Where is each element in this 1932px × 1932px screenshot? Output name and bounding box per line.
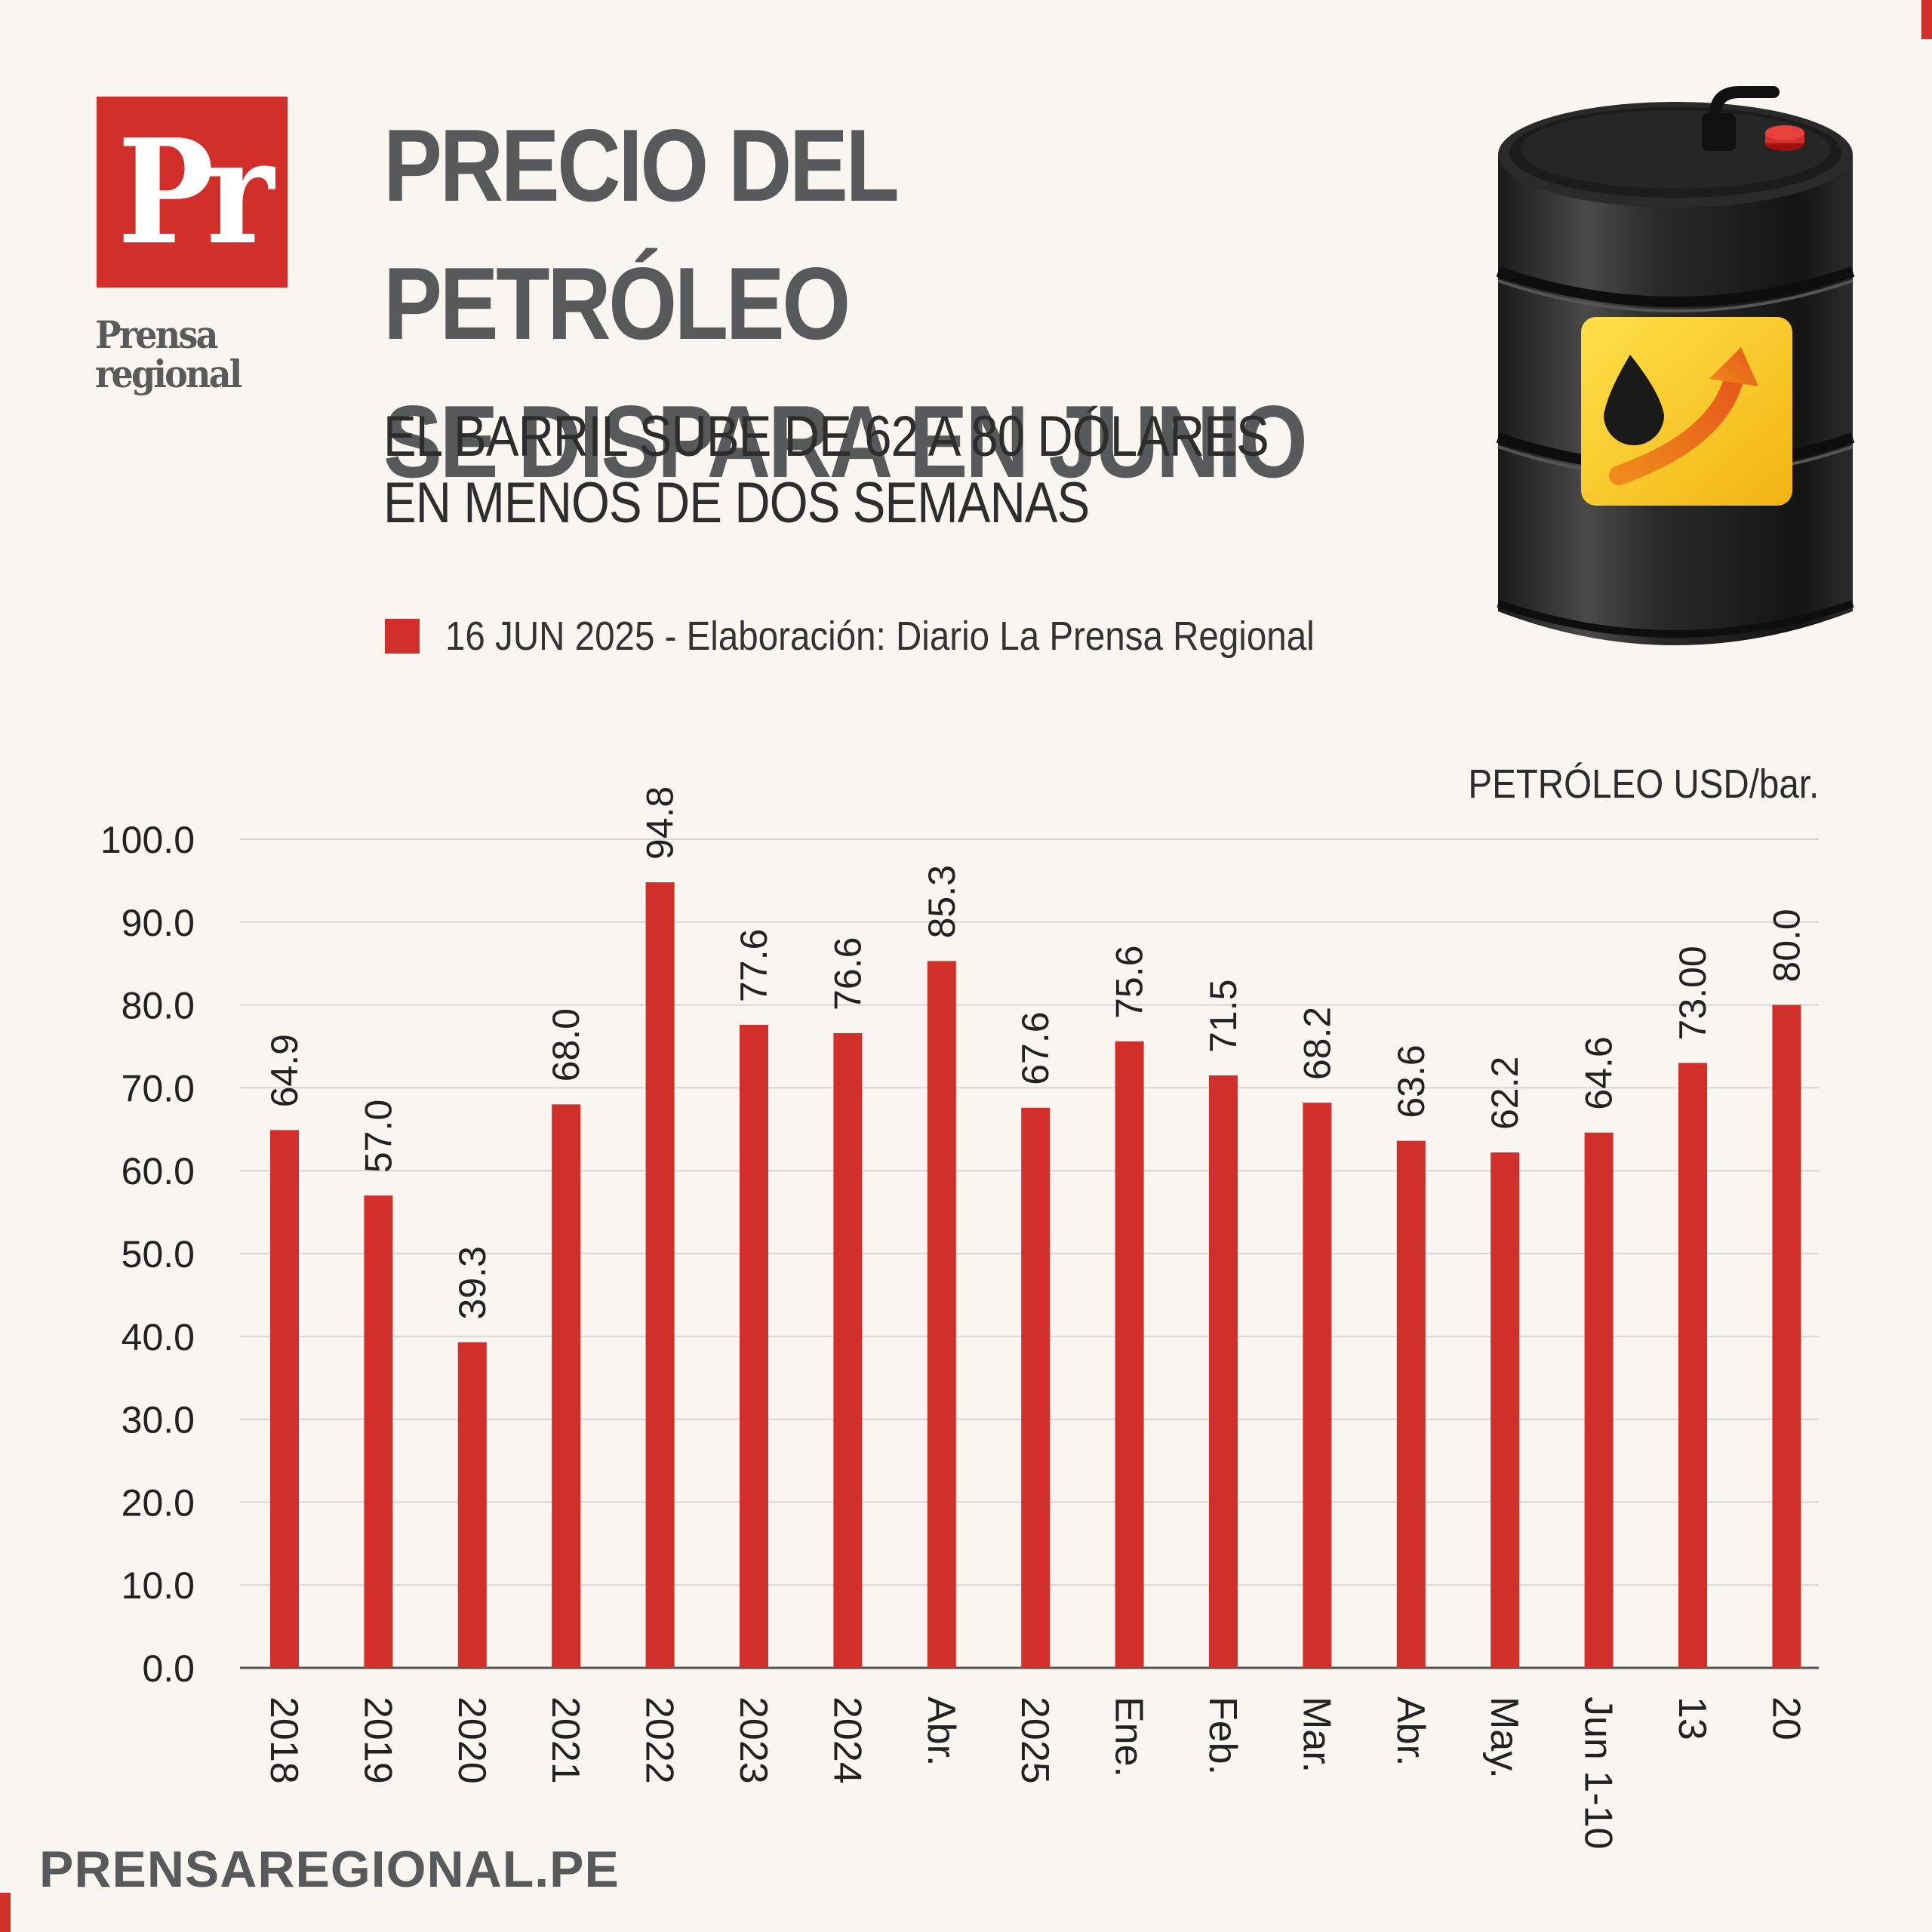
- category-label: May.: [1482, 1697, 1526, 1779]
- value-label: 80.0: [1765, 909, 1807, 982]
- bar: [1584, 1132, 1614, 1668]
- corner-accent-top-right: [1921, 0, 1932, 39]
- value-label: 39.3: [451, 1246, 494, 1319]
- y-tick-label: 30.0: [122, 1399, 195, 1441]
- oil-barrel-icon: [1496, 86, 1855, 645]
- value-label: 76.6: [826, 937, 869, 1011]
- logo-mark: Pr: [117, 107, 274, 277]
- value-label: 67.6: [1014, 1011, 1057, 1084]
- category-label: 2025: [1013, 1697, 1057, 1784]
- footer-site[interactable]: PRENSAREGIONAL.PE: [39, 1841, 620, 1898]
- value-label: 94.8: [639, 786, 681, 860]
- bar: [740, 1024, 768, 1668]
- category-label: 2024: [825, 1697, 869, 1784]
- y-tick-label: 100.0: [100, 819, 195, 861]
- y-tick-label: 50.0: [122, 1233, 195, 1275]
- bar: [1396, 1140, 1426, 1668]
- bar: [1678, 1063, 1707, 1668]
- bar: [833, 1032, 863, 1668]
- bar: [270, 1130, 299, 1668]
- y-tick-label: 40.0: [122, 1316, 195, 1358]
- category-label: 20: [1764, 1697, 1807, 1740]
- category-label: 2019: [355, 1697, 399, 1784]
- category-label: Ene.: [1107, 1697, 1151, 1777]
- value-label: 77.6: [733, 929, 775, 1002]
- category-label: 2023: [731, 1697, 775, 1784]
- value-label: 68.0: [545, 1008, 587, 1081]
- y-tick-label: 60.0: [122, 1150, 195, 1192]
- category-label: 13: [1670, 1697, 1714, 1740]
- category-label: Abr.: [919, 1697, 963, 1767]
- value-label: 64.9: [263, 1034, 306, 1107]
- y-tick-label: 90.0: [122, 902, 195, 944]
- y-tick-label: 80.0: [122, 985, 195, 1027]
- y-tick-label: 20.0: [122, 1481, 195, 1524]
- bar: [457, 1342, 487, 1668]
- logo-wordmark: Prensa regional: [95, 315, 291, 394]
- bar: [1115, 1041, 1144, 1668]
- value-label: 85.3: [921, 865, 963, 938]
- page-title: PRECIO DEL PETRÓLEO SE DISPARA EN JUNIO: [383, 108, 1308, 499]
- logo-wordmark-line2: regional: [95, 352, 242, 396]
- source-note: 16 JUN 2025 - Elaboración: Diario La Pre…: [445, 614, 1315, 659]
- category-label: Abr.: [1389, 1697, 1432, 1767]
- value-label: 64.6: [1578, 1036, 1620, 1109]
- bar: [1491, 1152, 1520, 1668]
- bar: [1209, 1075, 1238, 1668]
- category-label: 2021: [543, 1697, 587, 1784]
- bar: [552, 1104, 581, 1668]
- value-label: 57.0: [357, 1100, 399, 1173]
- value-label: 63.6: [1390, 1044, 1432, 1118]
- logo: Pr: [97, 97, 288, 288]
- logo-wordmark-line1: Prensa: [95, 312, 218, 357]
- bar: [1772, 1004, 1801, 1668]
- category-label: Feb.: [1201, 1697, 1244, 1775]
- legend-swatch: [385, 619, 420, 654]
- category-label: Jun 1-10: [1577, 1697, 1620, 1849]
- y-tick-label: 0.0: [142, 1647, 195, 1690]
- value-label: 71.5: [1202, 980, 1244, 1053]
- category-label: Mar.: [1294, 1697, 1338, 1773]
- category-label: 2018: [262, 1697, 306, 1784]
- value-label: 75.6: [1109, 946, 1151, 1019]
- unit-label: PETRÓLEO USD/bar.: [1468, 761, 1819, 807]
- category-label: 2022: [638, 1697, 681, 1784]
- value-label: 62.2: [1484, 1057, 1526, 1130]
- y-tick-label: 10.0: [122, 1564, 195, 1607]
- value-label: 68.2: [1296, 1007, 1338, 1080]
- category-label: 2020: [450, 1697, 494, 1784]
- bar: [364, 1195, 393, 1668]
- bar: [1303, 1103, 1332, 1668]
- y-tick-label: 70.0: [122, 1067, 195, 1109]
- bar: [1021, 1107, 1051, 1668]
- bar: [645, 882, 675, 1668]
- bar: [927, 961, 956, 1668]
- corner-accent-bottom-left: [0, 1893, 11, 1932]
- page-subtitle: EL BARRIL SUBE DE 62 A 80 DÓLARES EN MEN…: [383, 405, 1269, 535]
- value-label: 73.00: [1672, 946, 1714, 1040]
